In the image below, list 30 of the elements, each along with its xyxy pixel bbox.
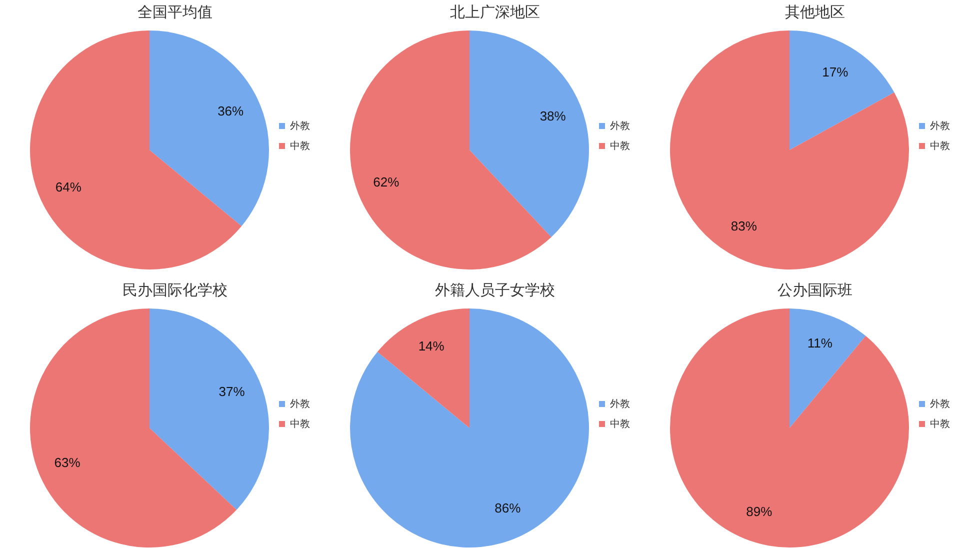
- data-label: 64%: [55, 180, 82, 195]
- chart-title: 北上广深地区: [450, 2, 540, 21]
- legend-label: 外教: [290, 120, 310, 132]
- legend-label: 外教: [610, 398, 630, 410]
- data-label: 83%: [730, 218, 758, 234]
- data-label: 36%: [218, 103, 244, 118]
- data-label: 86%: [494, 500, 522, 516]
- legend-label: 中教: [610, 140, 630, 152]
- legend-label: 中教: [930, 418, 950, 430]
- legend-label: 外教: [290, 398, 310, 410]
- legend-label: 外教: [930, 120, 950, 132]
- data-label: 63%: [54, 455, 81, 470]
- legend-label: 中教: [290, 418, 310, 430]
- legend-label: 外教: [930, 398, 950, 410]
- data-label: 62%: [373, 174, 400, 190]
- legend-label: 中教: [930, 140, 950, 152]
- legend-label: 中教: [610, 418, 630, 430]
- legend-label: 外教: [610, 120, 630, 132]
- data-label: 11%: [807, 335, 833, 350]
- data-label: 14%: [418, 338, 445, 354]
- data-label: 38%: [540, 108, 566, 124]
- chart-title: 民办国际化学校: [122, 280, 228, 299]
- chart-title: 公办国际班: [778, 280, 852, 299]
- legend-label: 中教: [290, 140, 310, 152]
- chart-title: 全国平均值: [138, 2, 212, 21]
- chart-title: 外籍人员子女学校: [435, 280, 555, 299]
- chart-title: 其他地区: [785, 2, 845, 21]
- data-label: 17%: [822, 64, 849, 80]
- data-label: 89%: [746, 504, 773, 519]
- data-label: 37%: [218, 384, 246, 399]
